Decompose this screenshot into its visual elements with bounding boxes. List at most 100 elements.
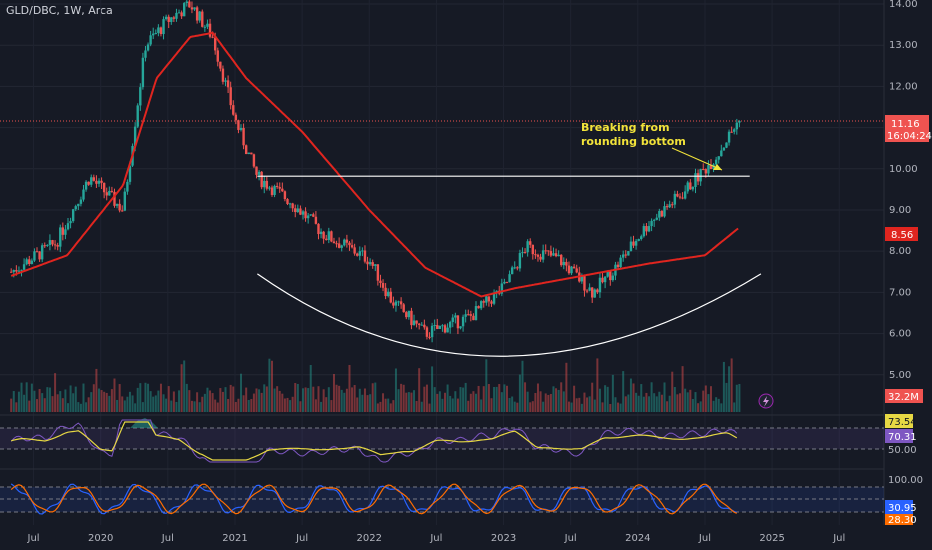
candle-body <box>596 289 599 293</box>
volume-bar <box>20 382 23 412</box>
candle-body <box>22 264 26 270</box>
candle-body <box>438 325 442 329</box>
candle-body <box>606 271 609 277</box>
volume-bar <box>38 389 41 412</box>
time-axis[interactable]: Jul 2020 Jul 2021 Jul 2022 Jul 2023 Jul 2024 Jul 20… <box>27 533 846 544</box>
volume-bar <box>268 358 271 412</box>
volume-bar <box>405 392 408 412</box>
candle-body <box>681 197 684 199</box>
candle-body <box>152 33 155 36</box>
candle-body <box>350 245 354 248</box>
volume-bar <box>601 402 604 412</box>
candle-body <box>430 325 434 338</box>
rsi-line <box>10 419 738 463</box>
time-tick-label: Jul <box>698 533 711 544</box>
candle-body <box>366 261 369 265</box>
candle-body <box>417 323 421 325</box>
volume-bar <box>209 390 212 412</box>
volume-bar <box>648 396 651 412</box>
volume-bar <box>136 387 139 412</box>
candle-body <box>28 259 31 264</box>
volume-bar <box>25 382 28 412</box>
volume-bar <box>97 388 100 412</box>
volume-bar <box>74 386 77 412</box>
volume-bar <box>433 387 436 412</box>
volume-bar <box>165 398 168 412</box>
candle-body <box>668 204 671 208</box>
time-tick-label: 2024 <box>625 533 650 544</box>
candle-body <box>304 211 307 219</box>
volume-bar <box>131 395 134 412</box>
candle-body <box>384 287 387 297</box>
candle-body <box>733 129 736 132</box>
time-tick-label: 2020 <box>88 533 113 544</box>
volume-bar <box>387 398 390 412</box>
candle-body <box>536 254 540 257</box>
volume-bar <box>330 400 333 412</box>
volume-bar <box>82 383 85 412</box>
volume-bar <box>240 373 243 412</box>
volume-bar <box>12 391 15 412</box>
candle-body <box>229 87 232 106</box>
candle-body <box>552 253 555 256</box>
candle-body <box>560 254 563 266</box>
volume-bar <box>735 384 738 412</box>
volume-bar <box>307 388 310 412</box>
volume-bar <box>154 395 157 412</box>
volume-bar <box>95 368 98 412</box>
countdown-value: 16:04:24 <box>887 131 932 142</box>
volume-bar <box>23 394 26 412</box>
volume-bar <box>227 398 230 412</box>
volume-bar <box>513 401 516 412</box>
candle-body <box>652 219 656 221</box>
candle-body <box>482 301 485 303</box>
candle-body <box>505 281 509 283</box>
volume-bar <box>733 402 736 412</box>
price-axis[interactable]: 14.0013.0012.0011.0010.009.008.007.006.0… <box>889 0 918 381</box>
candle-body <box>268 187 271 189</box>
candle-body <box>301 211 305 215</box>
candle-body <box>159 27 163 35</box>
volume-bar <box>709 386 712 412</box>
candle-body <box>185 1 188 4</box>
volume-bar <box>128 391 131 412</box>
candle-body <box>325 238 328 240</box>
candle-body <box>665 206 669 208</box>
volume-bar <box>374 382 377 412</box>
volume-bar <box>224 387 227 412</box>
volume-bar <box>301 388 304 412</box>
candle-body <box>423 324 426 328</box>
volume-bar <box>418 368 421 412</box>
volume-bar <box>17 391 20 412</box>
volume-bar <box>317 386 320 412</box>
candle-body <box>637 239 640 241</box>
candle-body <box>144 50 147 58</box>
candle-body <box>410 310 413 326</box>
candle-body <box>521 252 524 254</box>
volume-bar <box>100 390 103 412</box>
rsi-level-label: 50.00 <box>888 445 917 456</box>
candle-body <box>658 211 661 218</box>
volume-bar <box>573 385 576 412</box>
candle-body <box>195 7 199 21</box>
volume-bar <box>436 393 439 412</box>
candle-body <box>529 241 532 245</box>
volume-bar <box>588 396 591 412</box>
candle-body <box>583 276 586 291</box>
volume-bar <box>410 392 413 412</box>
volume-bar <box>206 387 209 412</box>
volume-bar <box>211 393 214 412</box>
candle-body <box>260 171 263 188</box>
candle-body <box>340 245 343 248</box>
candle-body <box>663 206 666 217</box>
candle-body <box>108 190 111 196</box>
volume-bar <box>392 400 395 412</box>
volume-bar <box>684 388 687 412</box>
candle-body <box>183 3 186 17</box>
candle-body <box>730 131 733 133</box>
volume-bar <box>482 386 485 412</box>
candle-body <box>219 61 222 69</box>
candle-body <box>691 186 695 190</box>
candle-body <box>361 250 364 252</box>
